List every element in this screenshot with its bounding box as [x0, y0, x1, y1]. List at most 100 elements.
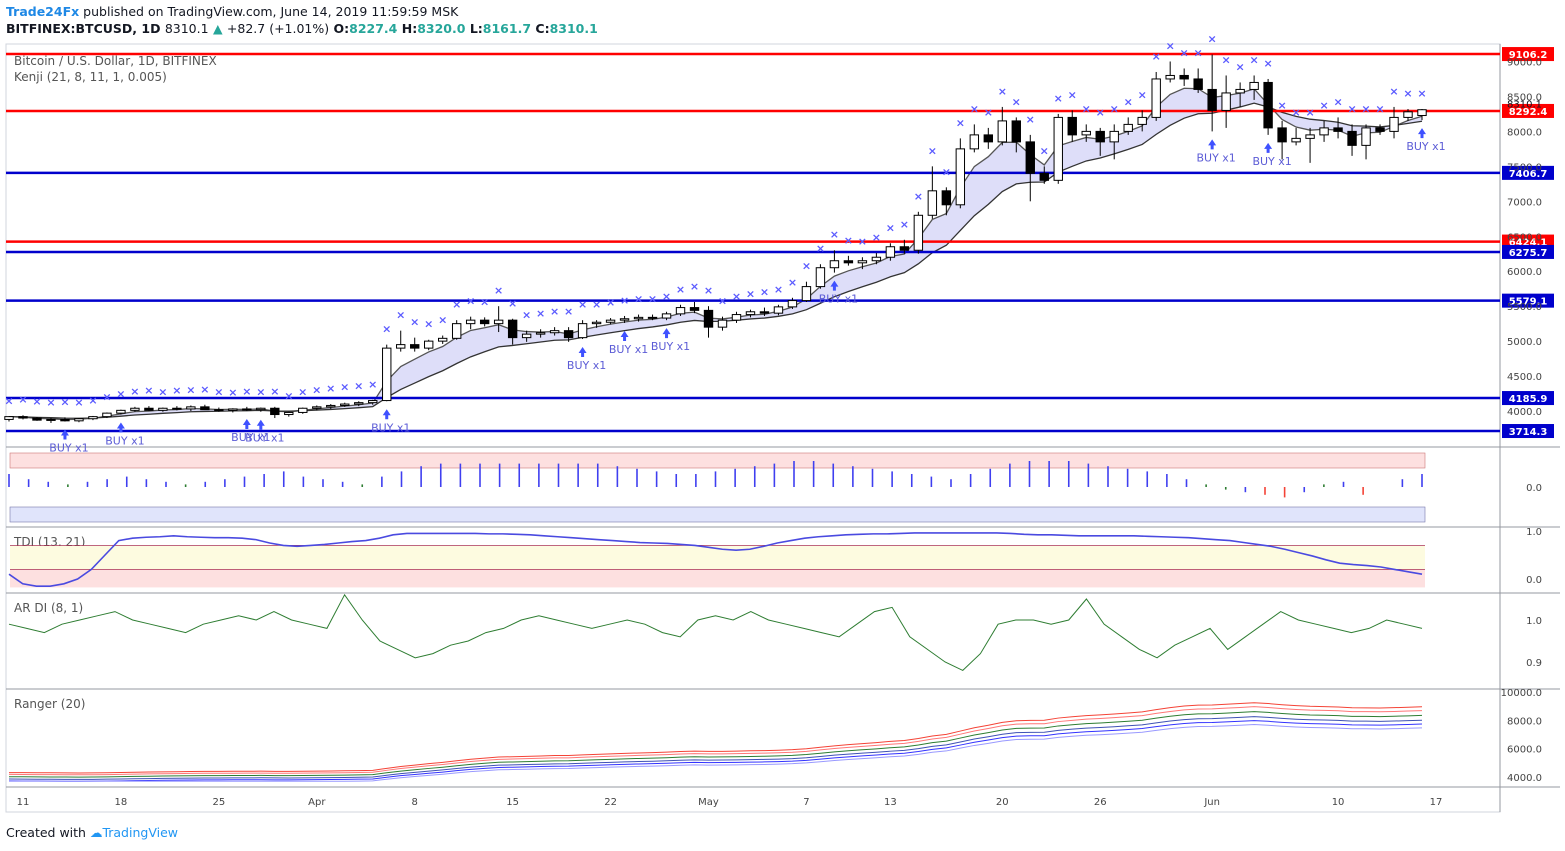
signal-cross-icon: × [1236, 60, 1245, 73]
candle-body [1053, 116, 1063, 181]
price-tick-label: 4500.0 [1507, 372, 1542, 383]
low-value: 8161.7 [482, 21, 532, 36]
candle-body [927, 190, 938, 216]
signal-cross-icon: × [186, 383, 195, 396]
signal-cross-icon: × [144, 384, 153, 397]
ranger-line [8, 706, 1423, 776]
signal-cross-icon: × [858, 235, 867, 248]
signal-cross-icon: × [1012, 95, 1021, 108]
level-badge [1502, 391, 1554, 406]
msi-tick-label: 0.0 [1526, 483, 1542, 494]
candle-body [829, 260, 840, 269]
candle-body [997, 120, 1007, 143]
signal-cross-icon: × [788, 276, 797, 289]
time-tick-label: 15 [506, 797, 519, 808]
candle-body [1305, 134, 1315, 139]
buy-signal-label: BUY x1 [245, 432, 284, 445]
signal-cross-icon: × [550, 305, 559, 318]
level-badge [1502, 103, 1554, 118]
candle-body [661, 313, 672, 319]
candle-body [1151, 78, 1161, 118]
signal-cross-icon: × [1082, 102, 1091, 115]
candle-body [1137, 116, 1147, 125]
published-text: published on TradingView.com, June 14, 2… [83, 4, 459, 19]
buy-signal-label: BUY x1 [371, 421, 410, 434]
candle-body [340, 403, 350, 406]
tradingview-brand[interactable]: TradingView [102, 825, 178, 840]
price-tick-label: 6000.0 [1507, 267, 1542, 278]
buy-arrow-icon [242, 419, 251, 430]
candle-body [871, 256, 882, 262]
signal-cross-icon: × [704, 284, 713, 297]
created-with-label: Created with [6, 825, 86, 840]
signal-cross-icon: × [1138, 88, 1147, 101]
symbol-label: BITFINEX:BTCUSD, 1D [6, 21, 161, 36]
candle-body [773, 306, 784, 314]
candle-body [200, 406, 210, 411]
pane-label: Ranger (20) [14, 697, 85, 711]
signal-cross-icon: × [1333, 95, 1342, 108]
candle-body [521, 333, 532, 339]
time-tick-label: 13 [884, 797, 897, 808]
signal-cross-icon: × [928, 144, 937, 157]
candle-body [675, 307, 686, 315]
high-label: H: [401, 21, 418, 36]
signal-cross-icon: × [900, 218, 909, 231]
candle-body [983, 134, 994, 143]
signal-cross-icon: × [578, 298, 587, 311]
buy-arrow-icon [382, 409, 391, 420]
candle-body [633, 316, 644, 320]
signal-cross-icon: × [452, 298, 461, 311]
signal-cross-icon: × [4, 394, 13, 407]
candle-body [451, 323, 462, 339]
signal-cross-icon: × [1180, 46, 1189, 59]
change-up-icon: ▲ [212, 21, 223, 36]
candle-body [354, 402, 364, 405]
tdi-tick-label: 0.0 [1526, 575, 1542, 586]
candle-body [1123, 123, 1133, 132]
candle-body [1025, 141, 1035, 174]
candle-body [857, 260, 868, 264]
signal-cross-icon: × [522, 309, 531, 322]
footer: Created with ☁TradingView [6, 825, 178, 840]
signal-cross-icon: × [998, 85, 1007, 98]
buy-arrow-icon [116, 422, 125, 433]
candle-body [1165, 74, 1175, 80]
high-value: 8320.0 [417, 21, 466, 36]
candle-body [228, 408, 238, 411]
ranger-tick-label: 6000.0 [1507, 745, 1542, 756]
candle-body [731, 314, 742, 321]
signal-cross-icon: × [942, 165, 951, 178]
price-tick-label: 9000.0 [1507, 57, 1542, 68]
last-price: 8310.1 [164, 21, 209, 36]
time-tick-label: 8 [412, 797, 418, 808]
ranger-line [8, 716, 1423, 780]
candle-body [899, 246, 910, 251]
tdi-line [8, 532, 1423, 588]
candle-body [815, 267, 826, 288]
signal-cross-icon: × [410, 316, 419, 329]
signal-cross-icon: × [872, 231, 881, 244]
signal-cross-icon: × [396, 309, 405, 322]
buy-arrow-icon [60, 429, 69, 440]
time-tick-label: 20 [996, 797, 1009, 808]
signal-cross-icon: × [18, 393, 27, 406]
candle-body [1347, 130, 1357, 146]
candle-body [647, 316, 658, 319]
time-tick-label: May [698, 797, 719, 808]
signal-cross-icon: × [802, 260, 811, 273]
candle-body [913, 214, 924, 251]
signal-cross-icon: × [970, 102, 979, 115]
candle-body [1095, 130, 1105, 143]
candle-body [88, 416, 98, 420]
signal-cross-icon: × [102, 390, 111, 403]
ranger-tick-label: 4000.0 [1507, 773, 1542, 784]
candle-body [1067, 116, 1077, 136]
candle-body [102, 412, 112, 418]
level-label: 8292.4 [1509, 107, 1548, 118]
signal-cross-icon: × [424, 318, 433, 331]
publisher-name[interactable]: Trade24Fx [6, 4, 80, 19]
msi-upper-zone [9, 452, 1426, 469]
signal-cross-icon: × [116, 388, 125, 401]
